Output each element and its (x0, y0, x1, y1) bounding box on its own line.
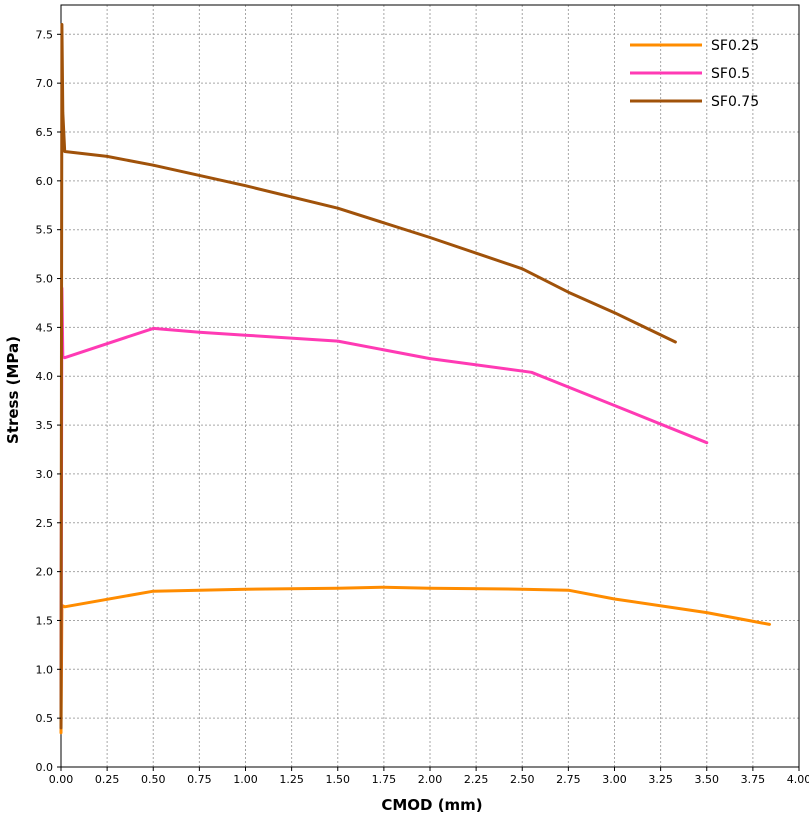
y-tick-label: 4.5 (36, 321, 54, 334)
y-tick-label: 6.5 (36, 126, 54, 139)
x-tick-label: 3.00 (602, 773, 627, 786)
legend-label: SF0.5 (711, 66, 750, 82)
x-tick-label: 0.50 (141, 773, 166, 786)
y-tick-label: 4.0 (36, 370, 54, 383)
x-tick-label: 0.00 (49, 773, 74, 786)
legend: SF0.25 SF0.5 SF0.75 (630, 38, 759, 110)
x-tick-label: 1.75 (372, 773, 397, 786)
x-tick-label: 0.75 (187, 773, 212, 786)
x-axis-ticks: 0.00 0.25 0.50 0.75 1.00 1.25 1.50 1.75 2.00 2.25… (49, 767, 809, 786)
legend-label: SF0.75 (711, 94, 759, 110)
y-tick-label: 6.0 (36, 175, 54, 188)
y-tick-label: 1.0 (36, 663, 54, 676)
y-tick-label: 5.5 (36, 224, 54, 237)
x-tick-label: 0.25 (95, 773, 120, 786)
y-tick-label: 7.0 (36, 77, 54, 90)
y-tick-label: 1.5 (36, 614, 54, 627)
y-axis-title: Stress (MPa) (4, 336, 22, 444)
series-lines (59, 23, 771, 735)
y-tick-label: 3.5 (36, 419, 54, 432)
x-tick-label: 4.00 (787, 773, 809, 786)
x-tick-label: 2.50 (510, 773, 535, 786)
y-tick-label: 2.5 (36, 517, 54, 530)
x-tick-label: 1.50 (326, 773, 351, 786)
x-tick-label: 3.50 (695, 773, 720, 786)
legend-label: SF0.25 (711, 38, 759, 54)
y-tick-label: 3.0 (36, 468, 54, 481)
x-tick-label: 2.75 (556, 773, 581, 786)
x-tick-label: 3.25 (648, 773, 673, 786)
x-tick-label: 2.25 (464, 773, 489, 786)
y-tick-label: 2.0 (36, 566, 54, 579)
x-tick-label: 2.00 (418, 773, 443, 786)
x-tick-label: 1.25 (279, 773, 304, 786)
series-line-sf0-75 (59, 23, 677, 730)
y-tick-label: 5.0 (36, 273, 54, 286)
grid-lines (61, 5, 799, 767)
x-axis-title: CMOD (mm) (381, 796, 482, 814)
y-axis-ticks: 0.0 0.5 1.0 1.5 2.0 2.5 3.0 3.5 4.0 4.5 5.0 5.5 6.0 6… (36, 28, 61, 774)
y-tick-label: 7.5 (36, 28, 54, 41)
x-tick-label: 1.00 (233, 773, 258, 786)
y-tick-label: 0.5 (36, 712, 54, 725)
y-tick-label: 0.0 (36, 761, 54, 774)
x-tick-label: 3.75 (741, 773, 766, 786)
series-line-sf0-25 (59, 585, 771, 735)
